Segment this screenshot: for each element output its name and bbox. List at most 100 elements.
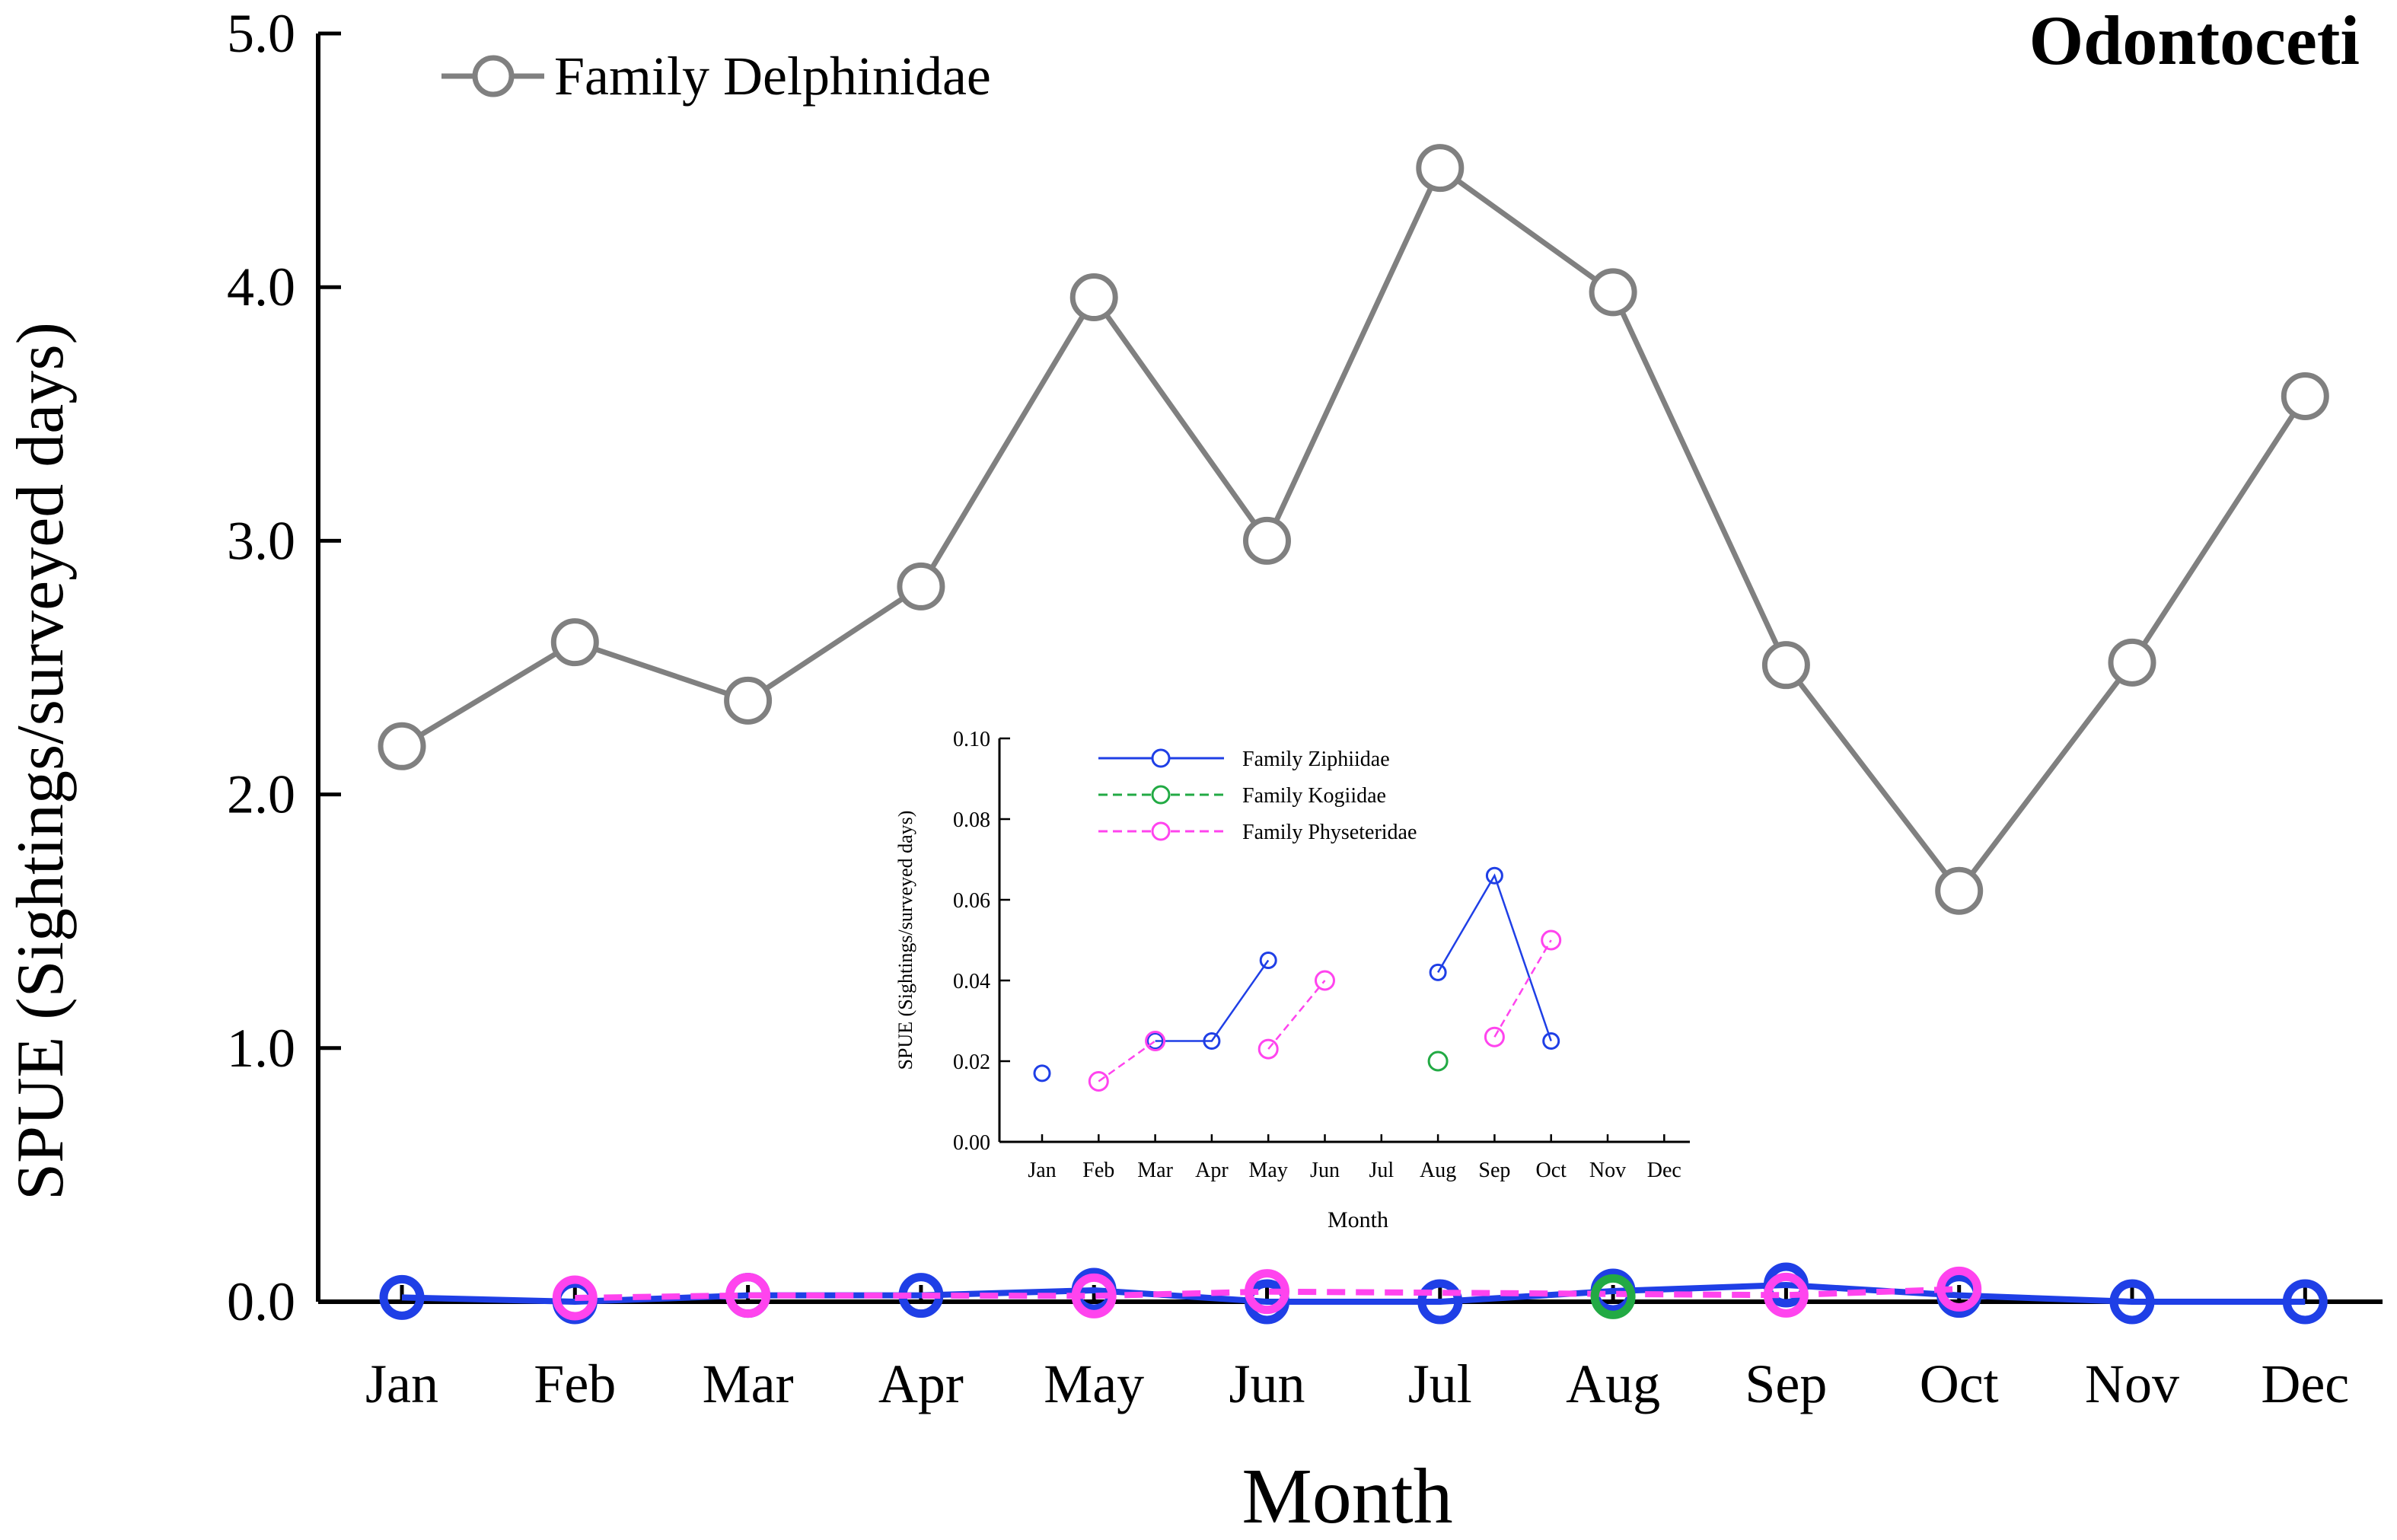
inset-legend-label: Family Ziphiidae <box>1242 748 1390 771</box>
y-tick-label: 5.0 <box>227 3 295 64</box>
x-tick-label: Sep <box>1745 1353 1827 1414</box>
series-family-delphinidae <box>378 144 2329 915</box>
series-family-1 <box>379 1262 2328 1325</box>
x-tick-label: Jun <box>1229 1353 1305 1414</box>
data-point <box>1763 1272 1809 1318</box>
data-point <box>1935 866 1984 915</box>
inset-y-tick-label: 0.08 <box>953 808 990 832</box>
inset-chart: 0.00 0.02 0.04 0.06 0.08 0.10 Jan Feb Mar Apr May J… <box>894 728 1690 1232</box>
data-point <box>1590 1274 1636 1319</box>
x-tick-label: Dec <box>2261 1353 2349 1414</box>
inset-y-tick-label: 0.00 <box>953 1131 990 1155</box>
x-tick-label: Jan <box>365 1353 438 1414</box>
inset-y-tick-label: 0.06 <box>953 889 990 913</box>
data-point <box>1243 516 1291 565</box>
inset-x-tick-label: Oct <box>1535 1159 1567 1182</box>
x-tick-label: May <box>1044 1353 1144 1414</box>
inset-data-point <box>1485 866 1503 885</box>
inset-x-tick-label: Aug <box>1420 1159 1456 1182</box>
data-point <box>1761 641 1810 690</box>
inset-legend-label: Family Kogiidae <box>1242 784 1386 808</box>
inset-data-point <box>1427 1051 1449 1072</box>
x-tick-label: Feb <box>534 1353 616 1414</box>
x-tick-label: Aug <box>1566 1353 1660 1414</box>
x-axis-label: Month <box>1242 1452 1452 1540</box>
inset-series-line <box>1155 959 1270 1042</box>
data-point <box>1416 144 1465 193</box>
legend-label: Family Delphinidae <box>554 46 991 107</box>
inset-data-point <box>1146 1032 1165 1050</box>
y-tick-label: 0.0 <box>227 1271 295 1332</box>
data-point <box>1071 1273 1117 1318</box>
x-tick-label: Jul <box>1408 1353 1472 1414</box>
inset-series-family-kogiidae <box>1427 1051 1449 1072</box>
inset-data-point <box>1259 952 1277 969</box>
series-family-2 <box>1590 1274 1636 1319</box>
inset-y-tick-label: 0.10 <box>953 728 990 751</box>
inset-x-tick-label: Nov <box>1589 1159 1626 1182</box>
inset-series-line <box>1493 939 1552 1038</box>
x-tick-label: Oct <box>1920 1353 1999 1414</box>
legend-marker <box>472 55 515 97</box>
inset-data-point <box>1257 1038 1279 1060</box>
inset-series-line <box>1267 980 1326 1050</box>
inset-data-point <box>1088 1071 1109 1092</box>
inset-x-tick-label: Mar <box>1137 1159 1173 1182</box>
data-point <box>2281 371 2329 420</box>
inset-data-point <box>1033 1064 1051 1082</box>
y-tick-label: 2.0 <box>227 764 295 825</box>
inset-series-family-physeteridae <box>1088 929 1562 1092</box>
inset-series-line <box>1437 873 1552 1041</box>
inset-data-point <box>1315 970 1335 991</box>
inset-series-line <box>1098 1040 1156 1082</box>
inset-data-point <box>1145 1031 1166 1051</box>
inset-x-tick-label: Sep <box>1478 1159 1510 1182</box>
x-tick-label: Apr <box>878 1353 964 1414</box>
data-point <box>897 562 945 611</box>
y-tick-label: 1.0 <box>227 1018 295 1079</box>
inset-data-point <box>1542 1032 1560 1050</box>
data-point <box>2108 638 2156 687</box>
y-axis-label: SPUE (Sightings/surveyed days) <box>4 322 78 1200</box>
inset-x-tick-label: Jan <box>1028 1159 1056 1182</box>
x-tick-label: Mar <box>703 1353 794 1414</box>
series-line <box>400 164 2308 895</box>
inset-legend-marker <box>1151 748 1171 768</box>
data-point <box>724 676 773 725</box>
inset-data-point <box>1429 963 1447 981</box>
data-point <box>1245 1269 1289 1315</box>
chart-title: Odontoceti <box>2029 2 2360 79</box>
main-legend: Family Delphinidae <box>441 46 991 107</box>
inset-legend-marker <box>1151 785 1171 805</box>
data-point <box>2109 1279 2155 1325</box>
inset-x-tick-label: May <box>1249 1159 1288 1182</box>
data-point <box>1069 273 1118 322</box>
inset-y-axis-label: SPUE (Sightings/surveyed days) <box>894 811 916 1070</box>
data-point <box>552 1275 598 1321</box>
data-point <box>550 618 599 667</box>
inset-x-tick-label: Dec <box>1647 1159 1681 1182</box>
data-point <box>379 1274 425 1320</box>
inset-x-tick-label: Jun <box>1310 1159 1340 1182</box>
inset-data-point <box>1203 1032 1221 1050</box>
data-point <box>1936 1266 1982 1312</box>
series-family-3 <box>552 1266 1982 1321</box>
inset-series-family-ziphiidae <box>1033 866 1560 1082</box>
x-tick-label: Nov <box>2085 1353 2179 1414</box>
y-tick-label: 4.0 <box>227 257 295 317</box>
data-point <box>1417 1279 1463 1325</box>
inset-x-axis-label: Month <box>1328 1207 1388 1232</box>
inset-x-tick-label: Jul <box>1369 1159 1394 1182</box>
inset-y-tick-label: 0.04 <box>953 970 990 993</box>
inset-x-tick-label: Feb <box>1082 1159 1114 1182</box>
inset-data-point <box>1484 1026 1505 1047</box>
data-point <box>2282 1279 2328 1325</box>
inset-legend-marker <box>1151 821 1171 841</box>
inset-legend: Family Ziphiidae Family Kogiidae Family Ph… <box>1098 748 1417 844</box>
y-tick-label: 3.0 <box>227 510 295 571</box>
data-point <box>1589 268 1637 317</box>
inset-data-point <box>1541 929 1562 951</box>
main-chart: 0.0 1.0 2.0 3.0 4.0 5.0 Jan Feb Mar Apr May Jun Jul A… <box>4 2 2383 1540</box>
inset-y-tick-label: 0.02 <box>953 1051 990 1074</box>
